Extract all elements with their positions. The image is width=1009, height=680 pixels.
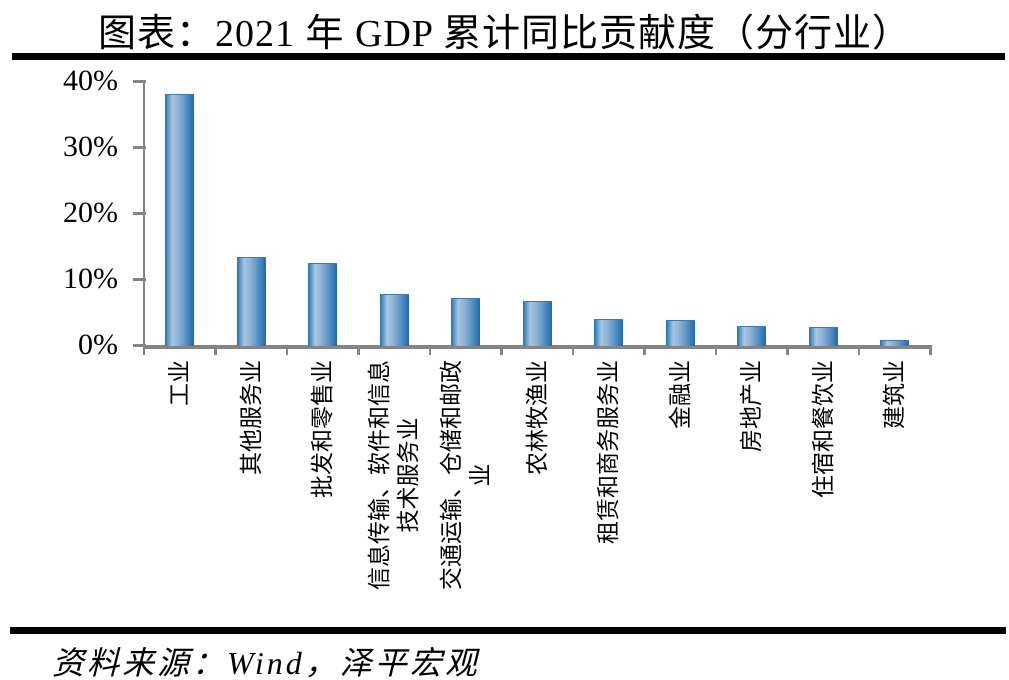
bar (880, 339, 910, 346)
x-axis-category-label: 其他服务业 (238, 360, 264, 475)
y-axis-tick-label: 30% (63, 130, 118, 163)
y-axis-tick-label: 20% (63, 196, 118, 229)
x-axis-tick (857, 348, 861, 355)
bar (165, 94, 195, 346)
x-axis-category-label: 信息传输、软件和信息 技术服务业 (367, 360, 422, 590)
y-axis-tick (133, 80, 146, 83)
x-axis-tick (786, 348, 789, 355)
y-axis-tick-label: 0% (78, 328, 118, 361)
x-axis-tick (428, 348, 432, 355)
divider-top (12, 53, 1005, 60)
bar (737, 325, 767, 346)
x-axis-tick (500, 348, 503, 355)
x-axis-category-label: 住宿和餐饮业 (810, 360, 836, 498)
y-axis-tick (133, 212, 146, 215)
x-axis-category-label: 工业 (167, 360, 193, 406)
bar (522, 300, 552, 346)
x-axis-tick (929, 348, 932, 355)
bar (808, 326, 838, 346)
x-axis-category-label: 租赁和商务服务业 (596, 360, 622, 544)
bar (308, 263, 338, 346)
x-axis-category-label: 金融业 (667, 360, 693, 429)
y-axis-line (142, 80, 145, 348)
y-axis-tick-label: 10% (63, 262, 118, 295)
chart-title: 图表：2021 年 GDP 累计同比贡献度（分行业） (97, 13, 912, 55)
x-axis-tick (214, 348, 217, 355)
divider-bottom (10, 627, 1006, 634)
bar (665, 319, 695, 346)
y-axis-tick (133, 344, 146, 347)
x-axis-tick (142, 348, 146, 355)
x-axis-tick (357, 348, 360, 355)
x-axis-category-label: 建筑业 (882, 360, 908, 429)
x-axis-category-label: 交通运输、仓储和邮政 业 (438, 360, 493, 590)
x-axis-tick (571, 348, 575, 355)
x-axis-tick (714, 348, 718, 355)
y-axis-tick-label: 40% (63, 64, 118, 97)
bar (451, 298, 481, 346)
x-axis-line (142, 344, 932, 349)
x-axis-category-label: 房地产业 (739, 360, 765, 452)
bar (594, 318, 624, 346)
x-axis-category-label: 批发和零售业 (310, 360, 336, 498)
bar (379, 294, 409, 346)
y-axis-tick (133, 278, 146, 281)
source-note: 资料来源：Wind，泽平宏观 (52, 645, 480, 680)
bar (236, 257, 266, 346)
x-axis-tick (285, 348, 289, 355)
y-axis-tick (133, 146, 146, 149)
x-axis-category-label: 农林牧渔业 (524, 360, 550, 475)
x-axis-tick (643, 348, 646, 355)
